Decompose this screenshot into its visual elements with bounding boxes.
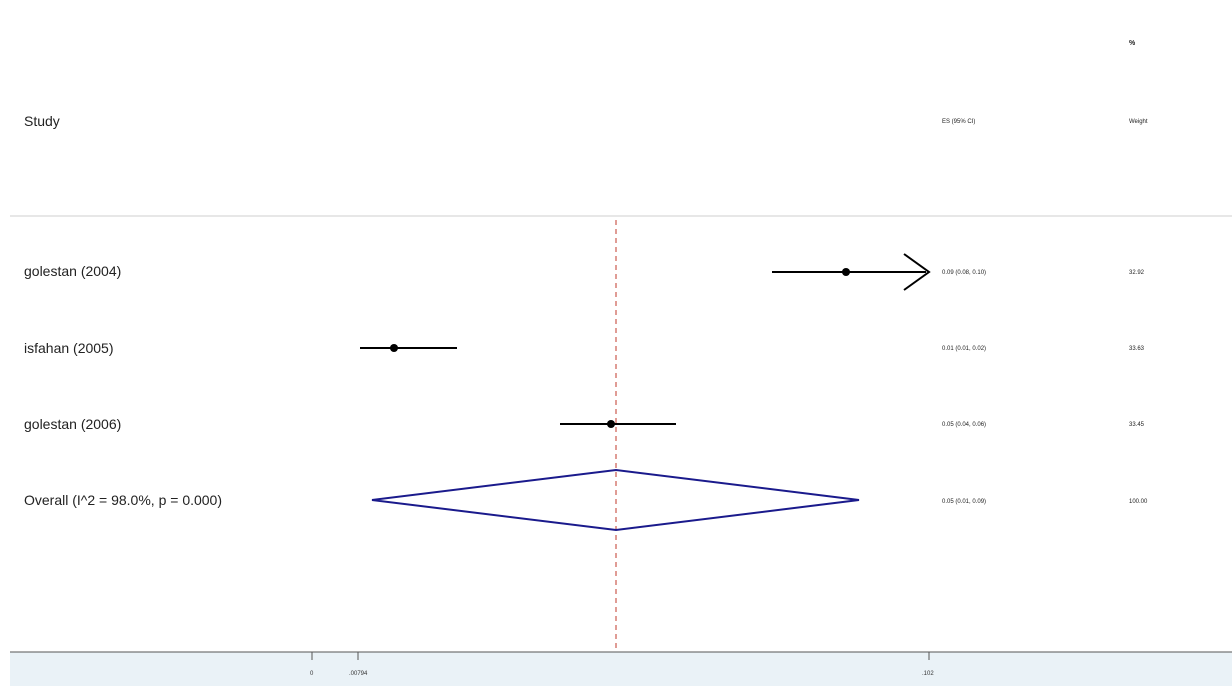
study-weight: 32.92: [1129, 270, 1145, 276]
header-es-ci: ES (95% CI): [942, 119, 976, 125]
study-es-ci: 0.09 (0.08, 0.10): [942, 270, 987, 276]
study-label: golestan (2006): [24, 416, 122, 432]
study-es-ci: 0.05 (0.04, 0.06): [942, 422, 987, 428]
ci-arrow: [903, 253, 931, 291]
point-estimate: [842, 268, 850, 276]
header-percent: %: [1129, 40, 1136, 47]
x-tick-label: .00794: [349, 671, 368, 677]
overall-label: Overall (I^2 = 98.0%, p = 0.000): [24, 492, 223, 508]
study-weight: 33.45: [1129, 422, 1145, 428]
point-estimate: [607, 420, 615, 428]
header-study: Study: [24, 113, 60, 129]
study-label: golestan (2004): [24, 263, 122, 279]
study-label: isfahan (2005): [24, 340, 114, 356]
x-tick-label: 0: [310, 671, 314, 677]
study-es-ci: 0.01 (0.01, 0.02): [942, 346, 987, 352]
header-weight: Weight: [1129, 119, 1148, 125]
point-estimate: [390, 344, 398, 352]
overall-diamond: [371, 468, 860, 532]
study-weight: 33.63: [1129, 346, 1145, 352]
overall-weight: 100.00: [1129, 499, 1148, 505]
overall-es-ci: 0.05 (0.01, 0.09): [942, 499, 987, 505]
x-tick-label: .102: [922, 671, 934, 677]
axis-band: [10, 652, 1232, 686]
